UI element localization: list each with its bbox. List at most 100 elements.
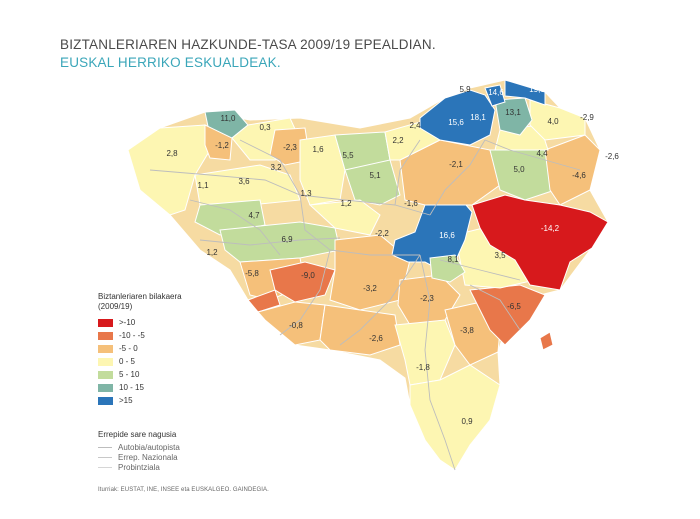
- road-line: [484, 139, 581, 171]
- map-subtitle: EUSKAL HERRIKO ESKUALDEAK.: [60, 55, 281, 70]
- region-shape: [471, 194, 609, 291]
- region-value-label: 1,3: [300, 189, 312, 198]
- legend-swatch: [98, 357, 113, 366]
- region-value-label: 1,6: [312, 145, 324, 154]
- legend-items: >-10 -10 - -5 -5 - 0 0 - 5 5 - 10 10 - 15 >15: [98, 316, 218, 407]
- legend-item: -5 - 0: [98, 342, 218, 355]
- road-legend: Errepide sare nagusia Autobia/autopista …: [98, 430, 180, 472]
- region-value-label: 5,5: [342, 151, 354, 160]
- region-value-label: 4,7: [248, 211, 260, 220]
- region-value-label: -4,6: [572, 171, 586, 180]
- region-shape: [329, 234, 411, 311]
- road-legend-label: Errep. Nazionala: [118, 452, 178, 462]
- region-shape: [529, 99, 586, 141]
- region-shape: [429, 254, 466, 283]
- road-legend-item: Autobia/autopista: [98, 442, 180, 452]
- region-value-label: -1,8: [416, 363, 430, 372]
- region-value-label: -3,8: [460, 326, 474, 335]
- region-value-label: 6,9: [281, 235, 293, 244]
- legend-label: 0 - 5: [119, 357, 136, 366]
- region-shape: [504, 79, 546, 106]
- region-value-label: -0,8: [289, 321, 303, 330]
- region-value-label: 3,2: [270, 163, 282, 172]
- road-line: [429, 139, 486, 216]
- region-value-label: -3,2: [363, 284, 377, 293]
- region-shape: [204, 124, 233, 161]
- region-labels: 11,0 0,3 -1,2 -2,3 2,8 1,6 5,5 3,2 1,1 3,6 5,1 1,3 4…: [166, 85, 619, 426]
- road-line: [199, 237, 341, 246]
- road-line: [394, 139, 421, 206]
- region-value-label: -2,2: [375, 229, 389, 238]
- road-network: [149, 139, 581, 471]
- legend-item: -10 - -5: [98, 329, 218, 342]
- map-title: BIZTANLERIAREN HAZKUNDE-TASA 2009/19 EPE…: [60, 37, 436, 52]
- region-value-label: 15,6: [448, 118, 464, 127]
- region-value-label: 2,4: [409, 121, 421, 130]
- region-value-label: 3,6: [238, 177, 250, 186]
- road-legend-item: Errep. Nazionala: [98, 452, 180, 462]
- region-shape: [494, 97, 533, 136]
- legend-item: >15: [98, 394, 218, 407]
- region-value-label: 1,2: [206, 248, 218, 257]
- legend-label: >-10: [119, 318, 136, 327]
- road-line: [439, 259, 521, 281]
- region-value-label: 1,1: [197, 181, 209, 190]
- region-value-label: 0,3: [259, 123, 271, 132]
- region-shape: [344, 159, 401, 206]
- source-note: Iturriak: EUSTAT, INE, INSEE eta EUSKALG…: [98, 487, 269, 493]
- region-value-label: 16,6: [439, 231, 455, 240]
- road-legend-title: Errepide sare nagusia: [98, 430, 177, 439]
- region-shape: [419, 89, 496, 146]
- legend-swatch: [98, 318, 113, 327]
- region-value-label: 18,1: [470, 113, 486, 122]
- legend-label: -5 - 0: [119, 344, 138, 353]
- region-value-label: 3,5: [494, 251, 506, 260]
- region-value-label: -2,1: [449, 160, 463, 169]
- legend-swatch: [98, 331, 113, 340]
- road-swatch-national: [98, 456, 112, 458]
- legend: Biztanleriaren bilakaera (2009/19) >-10 -…: [98, 292, 218, 407]
- legend-label: 10 - 15: [119, 383, 144, 392]
- region-shape: [484, 84, 506, 107]
- legend-item: 0 - 5: [98, 355, 218, 368]
- legend-item: 10 - 15: [98, 381, 218, 394]
- legend-label: >15: [119, 396, 133, 405]
- region-value-label: 0,9: [461, 417, 473, 426]
- region-value-label: -2,3: [420, 294, 434, 303]
- road-swatch-motorway: [98, 446, 112, 448]
- region-shape: [409, 364, 501, 471]
- legend-label: -10 - -5: [119, 331, 145, 340]
- road-legend-label: Autobia/autopista: [118, 442, 180, 452]
- region-value-label: 11,0: [221, 114, 237, 123]
- region-value-label: 1,2: [340, 199, 352, 208]
- region-value-label: 4,4: [536, 149, 548, 158]
- region-shape: [539, 331, 554, 351]
- region-value-label: 2,8: [166, 149, 178, 158]
- region-value-label: 13,1: [505, 108, 521, 117]
- region-value-label: -1,2: [215, 141, 229, 150]
- road-line: [469, 284, 521, 331]
- region-value-label: 4,0: [547, 117, 559, 126]
- region-value-label: 19,5: [529, 85, 545, 94]
- region-shapes: [127, 79, 609, 471]
- region-shape: [247, 289, 281, 313]
- road-line: [239, 139, 420, 256]
- region-value-label: 2,2: [392, 136, 404, 145]
- road-legend-label: Probintziala: [118, 462, 160, 472]
- road-swatch-provincial: [98, 466, 112, 468]
- region-value-label: -9,0: [301, 271, 315, 280]
- road-line: [339, 254, 421, 346]
- region-value-label: 5,1: [369, 171, 381, 180]
- region-shape: [469, 284, 546, 346]
- legend-item: >-10: [98, 316, 218, 329]
- region-value-label: -2,3: [283, 143, 297, 152]
- road-line: [279, 249, 331, 336]
- region-value-label: -2,6: [369, 334, 383, 343]
- region-value-label: -5,8: [245, 269, 259, 278]
- legend-swatch: [98, 383, 113, 392]
- road-line: [419, 254, 456, 471]
- region-value-label: -2,9: [580, 113, 594, 122]
- road-line: [189, 199, 281, 256]
- region-value-label: -14,2: [541, 224, 560, 233]
